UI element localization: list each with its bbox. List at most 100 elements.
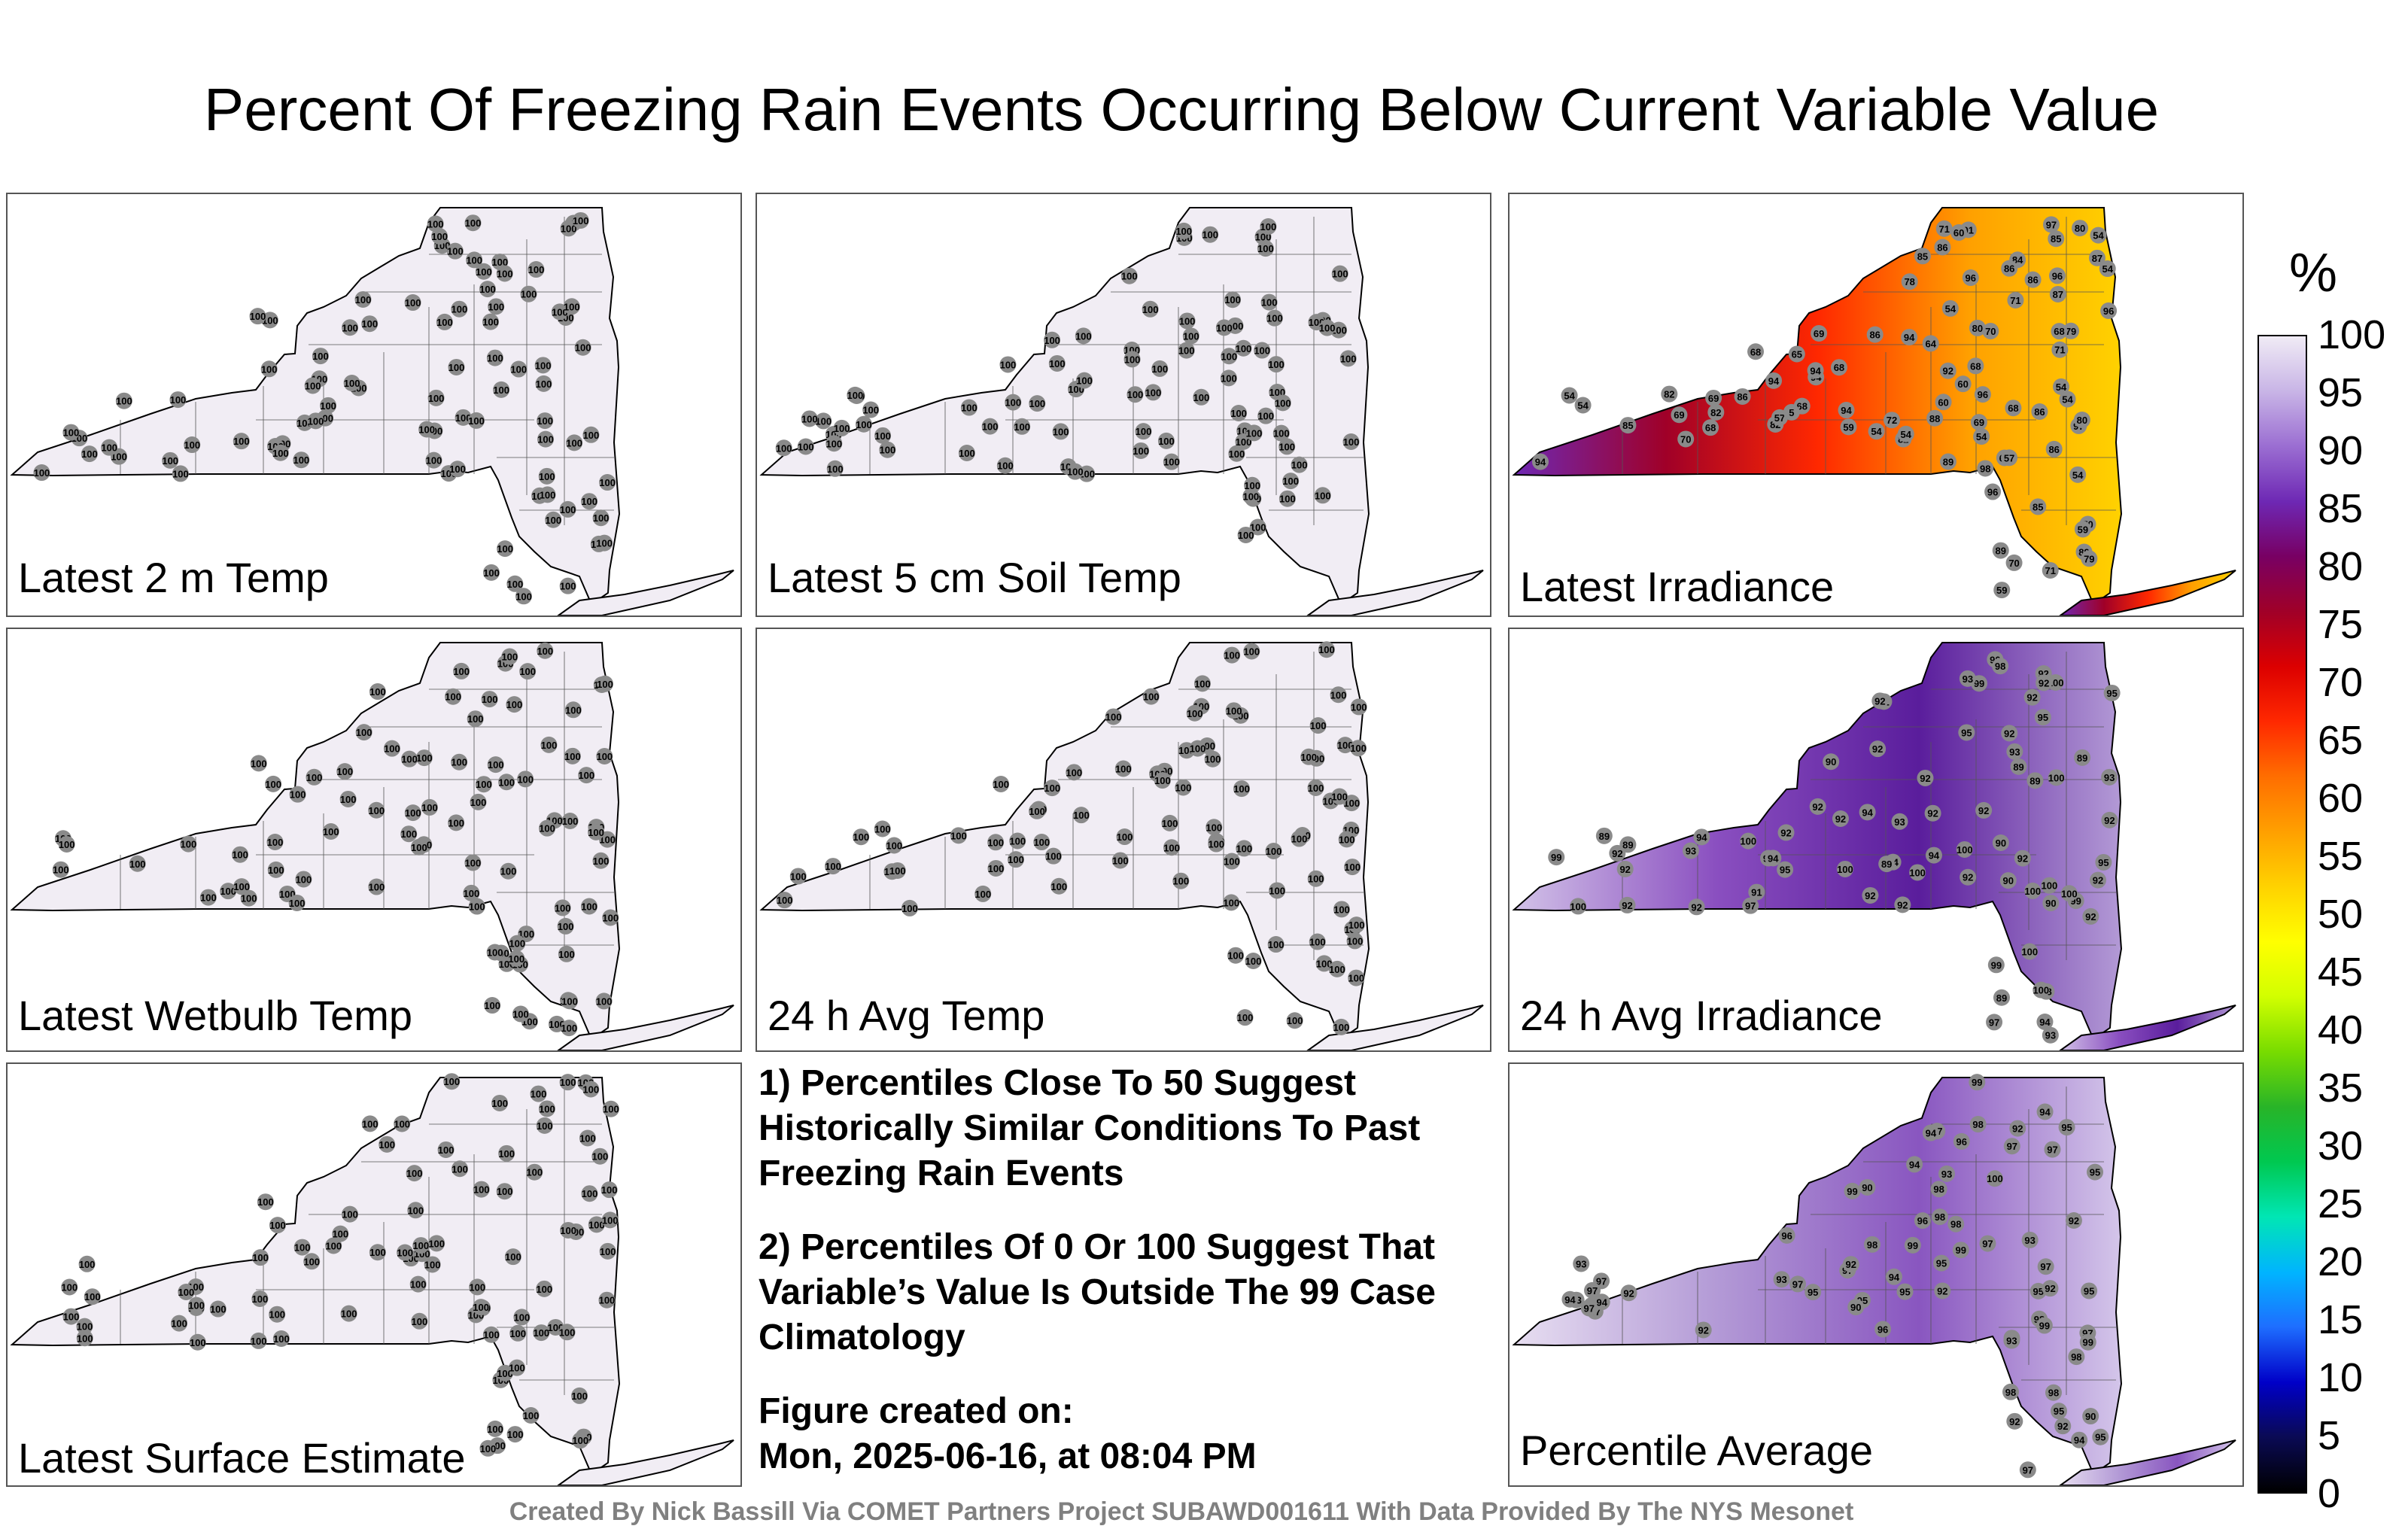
station-value: 100	[268, 865, 284, 876]
station-value: 100	[561, 995, 578, 1007]
station-marker	[1111, 852, 1129, 869]
station-value: 100	[1257, 243, 1274, 254]
station-marker	[1924, 804, 1941, 822]
station-value: 100	[512, 1008, 529, 1020]
station-marker	[1220, 369, 1237, 387]
station-value: 100	[63, 1312, 80, 1323]
station-marker	[267, 861, 284, 878]
station-value: 100	[1309, 937, 1326, 948]
station-value: 100	[1318, 644, 1335, 655]
station-marker	[1233, 780, 1251, 798]
station-marker	[1901, 273, 1918, 290]
station-marker	[2045, 440, 2063, 457]
ny-map: 9998979799979797979995939696989897999598…	[1512, 1074, 2236, 1485]
station-marker	[1807, 362, 1824, 379]
station-value: 96	[1978, 389, 1988, 400]
station-marker	[506, 1426, 524, 1443]
station-value: 100	[184, 439, 200, 451]
county-borders	[1622, 652, 2116, 960]
station-value: 100	[537, 646, 553, 657]
station-marker	[1278, 490, 1296, 507]
station-marker	[591, 1147, 609, 1165]
station-marker	[1934, 1282, 1951, 1299]
station-value: 92	[1897, 899, 1908, 910]
station-marker	[1778, 1226, 1795, 1244]
station-value: 100	[369, 882, 385, 893]
station-marker	[409, 1275, 427, 1293]
station-value: 90	[2045, 898, 2056, 909]
station-value: 100	[573, 215, 589, 226]
station-value: 100	[2024, 886, 2041, 897]
station-marker	[1765, 372, 1783, 389]
station-marker	[2024, 271, 2042, 288]
station-marker	[1862, 886, 1879, 904]
station-value: 100	[320, 400, 336, 412]
station-value: 100	[509, 1328, 526, 1339]
station-value: 99	[1956, 1245, 1966, 1256]
station-value: 100	[1105, 711, 1122, 722]
station-marker	[958, 445, 975, 462]
panel-latest-irradiance: 9486828582849679867091868594688292868982…	[1508, 193, 2244, 617]
station-marker	[498, 1144, 515, 1162]
station-value: 100	[1308, 783, 1324, 794]
station-marker	[2049, 285, 2066, 302]
station-value: 69	[1974, 417, 1984, 428]
station-value: 87	[2053, 289, 2063, 300]
station-value: 100	[1202, 229, 1218, 241]
created-date: Mon, 2025-06-16, at 08:04 PM	[759, 1436, 1257, 1476]
station-marker	[2006, 743, 2023, 760]
station-marker	[1682, 842, 1699, 859]
station-value: 100	[1260, 221, 1277, 233]
station-value: 100	[834, 423, 850, 434]
station-value: 100	[588, 827, 604, 838]
station-marker	[1014, 418, 1031, 435]
station-marker	[1956, 840, 1973, 858]
station-value: 100	[1187, 708, 1203, 719]
station-marker	[209, 1300, 227, 1318]
station-marker	[1182, 327, 1199, 345]
station-value: 100	[603, 1104, 619, 1115]
panel-24h-avg-temp: 100 100 100 100 100 100 100 100 100 100 100 100 100 1…	[756, 628, 1491, 1052]
station-value: 100	[289, 898, 306, 909]
station-value: 100	[579, 1132, 596, 1144]
station-marker	[406, 1165, 423, 1182]
station-value: 100	[901, 903, 918, 914]
station-marker	[169, 391, 187, 409]
colorbar-tick-label: 65	[2318, 718, 2364, 763]
station-value: 100	[825, 438, 842, 449]
station-marker	[1688, 898, 1705, 916]
station-value: 100	[251, 758, 267, 769]
station-marker	[776, 892, 793, 909]
station-value: 100	[536, 1284, 552, 1295]
station-marker	[1202, 226, 1219, 243]
station-value: 97	[1587, 1285, 1598, 1296]
station-value: 100	[827, 464, 844, 475]
station-value: 100	[1121, 271, 1138, 282]
station-marker	[1193, 388, 1210, 406]
station-marker	[1705, 389, 1722, 406]
station-marker	[1922, 335, 1939, 352]
station-value: 93	[2104, 772, 2115, 783]
station-marker	[598, 1291, 616, 1309]
station-value: 100	[1143, 692, 1160, 703]
station-marker	[1982, 323, 1999, 340]
station-value: 64	[1925, 338, 1936, 349]
station-marker	[566, 434, 583, 451]
station-value: 100	[498, 1148, 515, 1160]
station-marker	[1142, 300, 1159, 318]
station-marker	[574, 339, 591, 356]
station-marker	[1075, 327, 1092, 345]
station-marker	[515, 588, 532, 605]
station-marker	[468, 412, 485, 429]
station-marker	[418, 421, 436, 438]
station-marker	[2101, 811, 2118, 828]
station-value: 93	[1576, 1258, 1586, 1269]
station-value: 89	[1943, 457, 1953, 468]
station-marker	[1868, 423, 1885, 440]
station-value: 100	[479, 284, 496, 295]
station-value: 100	[488, 759, 504, 771]
station-marker	[443, 1073, 461, 1090]
station-marker	[1840, 418, 1857, 436]
station-marker	[1695, 1321, 1712, 1339]
ny-map: 1001009810010092959510093939999929995100…	[1512, 642, 2236, 1050]
